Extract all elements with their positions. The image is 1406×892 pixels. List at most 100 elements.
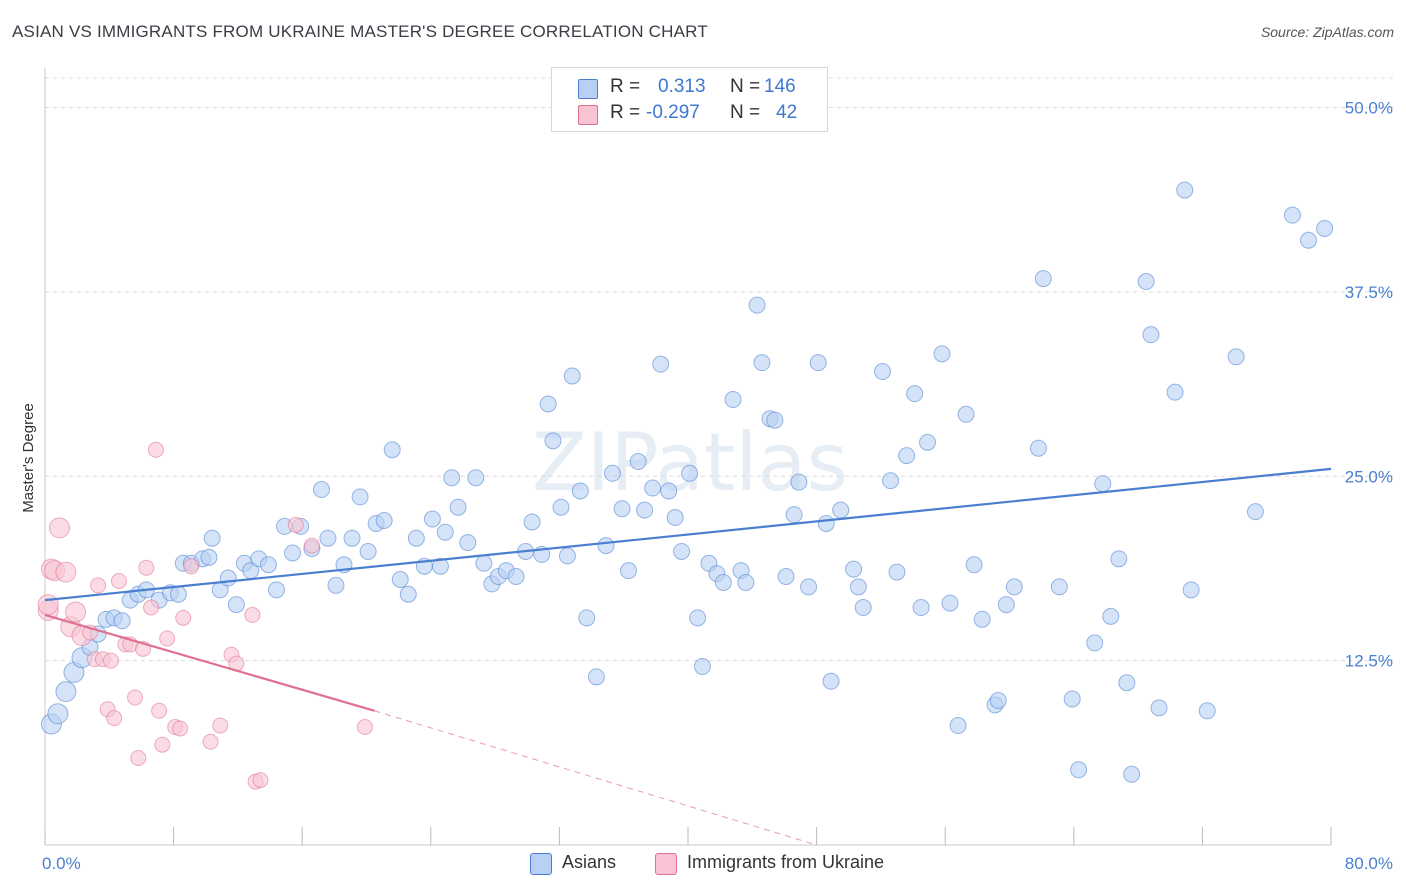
point-asians	[539, 395, 557, 413]
point-asians	[629, 453, 647, 470]
point-ukraine	[110, 572, 127, 589]
point-asians	[544, 432, 562, 450]
point-asians	[666, 509, 684, 527]
point-asians	[113, 612, 131, 630]
legend-r-label: R =	[610, 76, 641, 97]
point-asians	[1246, 503, 1264, 521]
point-asians	[989, 691, 1007, 709]
point-asians	[267, 581, 285, 599]
point-ukraine	[159, 630, 176, 647]
point-asians	[748, 296, 766, 314]
point-asians	[912, 599, 930, 617]
point-ukraine	[287, 516, 304, 533]
point-asians	[343, 529, 361, 547]
point-asians	[1176, 181, 1194, 199]
point-asians	[200, 548, 218, 566]
point-asians	[800, 578, 818, 596]
point-asians	[558, 547, 576, 565]
point-asians	[47, 703, 69, 725]
point-asians	[997, 596, 1015, 614]
point-asians	[1316, 219, 1334, 237]
point-ukraine	[175, 609, 192, 626]
trend-line-ukraine-extension	[374, 710, 817, 846]
point-asians	[1198, 702, 1216, 720]
point-ukraine	[48, 517, 70, 539]
point-ukraine	[183, 558, 200, 575]
point-asians	[1070, 761, 1088, 779]
point-ukraine	[65, 601, 87, 623]
point-asians	[1142, 326, 1160, 344]
point-asians	[351, 488, 369, 506]
point-asians	[1063, 690, 1081, 708]
point-asians	[737, 573, 755, 591]
point-asians	[312, 481, 330, 499]
chart-title: ASIAN VS IMMIGRANTS FROM UKRAINE MASTER'…	[12, 22, 708, 41]
point-asians	[714, 573, 732, 591]
point-asians	[1283, 206, 1301, 224]
point-asians	[652, 355, 670, 373]
point-asians	[689, 609, 707, 627]
point-asians	[407, 529, 425, 547]
trend-line-asians	[44, 467, 1332, 602]
point-asians	[965, 556, 983, 574]
point-asians	[906, 385, 924, 403]
point-asians	[571, 482, 589, 500]
point-asians	[766, 411, 784, 429]
point-asians	[359, 542, 377, 560]
point-ukraine	[106, 710, 123, 727]
point-asians	[203, 529, 221, 547]
point-ukraine	[138, 559, 155, 576]
legend-r-value-ukraine: -0.297	[646, 102, 700, 123]
point-asians	[941, 594, 959, 612]
y-tick-label: 25.0%	[1345, 467, 1393, 486]
point-asians	[1182, 581, 1200, 599]
point-ukraine	[147, 441, 164, 458]
point-asians	[475, 554, 493, 572]
point-asians	[854, 599, 872, 617]
point-asians	[1166, 383, 1184, 401]
point-asians	[1110, 550, 1128, 568]
legend-n-label: N =	[730, 102, 761, 123]
point-asians	[227, 596, 245, 614]
y-tick-label: 50.0%	[1345, 99, 1393, 118]
point-asians	[613, 500, 631, 518]
point-asians	[1102, 607, 1120, 625]
axis-layer: 0.0% 80.0%	[42, 68, 1393, 873]
point-ukraine	[356, 719, 373, 735]
point-asians	[777, 568, 795, 586]
point-asians	[845, 560, 863, 578]
point-asians	[1029, 439, 1047, 457]
legend-swatch-asians	[578, 79, 598, 99]
point-asians	[327, 576, 345, 594]
y-axis-label: Master's Degree	[20, 403, 37, 513]
point-asians	[832, 501, 850, 519]
legend-label-ukraine: Immigrants from Ukraine	[687, 852, 885, 872]
point-asians	[1150, 699, 1168, 717]
point-asians	[919, 433, 937, 451]
point-ukraine	[55, 561, 77, 583]
point-asians	[753, 354, 771, 372]
point-ukraine	[127, 689, 144, 706]
legend-label-asians: Asians	[562, 852, 617, 872]
point-asians	[660, 482, 678, 500]
point-asians	[973, 610, 991, 628]
point-asians	[874, 363, 892, 381]
point-ukraine	[212, 717, 229, 734]
point-asians	[1034, 270, 1052, 288]
point-asians	[681, 464, 699, 482]
point-asians	[724, 391, 742, 409]
legend-r-label: R =	[610, 102, 641, 123]
point-asians	[319, 529, 337, 547]
point-ukraine	[252, 772, 269, 789]
point-asians	[431, 557, 449, 575]
legend-n-value-asians: 146	[764, 76, 796, 97]
point-asians	[636, 501, 654, 519]
trend-line-ukraine	[44, 613, 375, 712]
point-ukraine	[130, 749, 147, 766]
point-ukraine	[90, 577, 107, 594]
point-ukraine	[102, 652, 119, 669]
point-asians	[169, 585, 187, 603]
point-asians	[785, 506, 803, 524]
legend-swatch-ukraine	[578, 105, 598, 125]
point-asians	[459, 534, 477, 552]
